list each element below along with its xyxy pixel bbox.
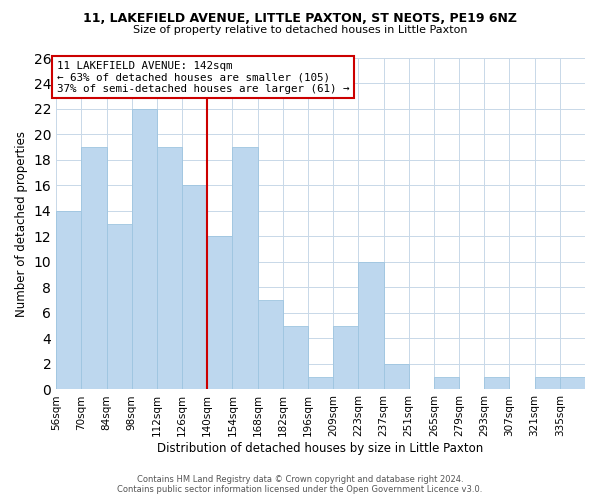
Bar (308, 376, 333, 390)
Bar (560, 376, 585, 390)
Y-axis label: Number of detached properties: Number of detached properties (15, 130, 28, 316)
Bar (434, 376, 459, 390)
Bar (358, 262, 383, 390)
Text: Contains HM Land Registry data © Crown copyright and database right 2024.
Contai: Contains HM Land Registry data © Crown c… (118, 474, 482, 494)
X-axis label: Distribution of detached houses by size in Little Paxton: Distribution of detached houses by size … (157, 442, 484, 455)
Text: Size of property relative to detached houses in Little Paxton: Size of property relative to detached ho… (133, 25, 467, 35)
Bar (56, 211, 82, 390)
Text: 11, LAKEFIELD AVENUE, LITTLE PAXTON, ST NEOTS, PE19 6NZ: 11, LAKEFIELD AVENUE, LITTLE PAXTON, ST … (83, 12, 517, 26)
Bar (333, 326, 358, 390)
Bar (535, 376, 560, 390)
Bar (232, 147, 257, 390)
Bar (283, 326, 308, 390)
Text: 11 LAKEFIELD AVENUE: 142sqm
← 63% of detached houses are smaller (105)
37% of se: 11 LAKEFIELD AVENUE: 142sqm ← 63% of det… (56, 60, 349, 94)
Bar (132, 109, 157, 390)
Bar (107, 224, 132, 390)
Bar (484, 376, 509, 390)
Bar (207, 236, 232, 390)
Bar (257, 300, 283, 390)
Bar (82, 147, 107, 390)
Bar (182, 186, 207, 390)
Bar (383, 364, 409, 390)
Bar (157, 147, 182, 390)
